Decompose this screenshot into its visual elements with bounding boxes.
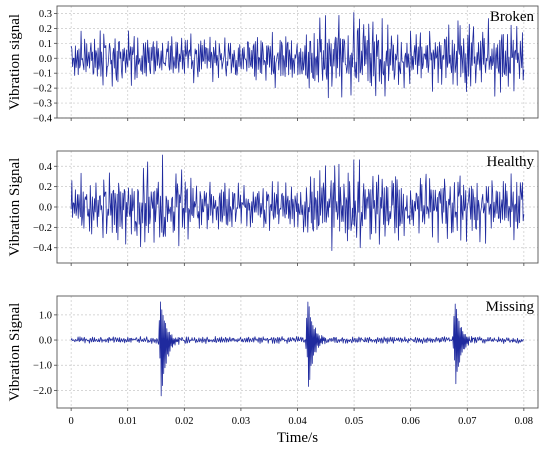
y-tick-label: 0.1 bbox=[39, 39, 52, 50]
y-tick-label: −0.4 bbox=[33, 243, 53, 254]
y-tick-label: 1.0 bbox=[39, 310, 52, 321]
y-axis-label: Vibration Signal bbox=[7, 303, 23, 402]
panel-broken: −0.4 −0.3 −0.2 −0.1 0.0 0.1 0.2 0.3 Vibration si… bbox=[7, 5, 539, 125]
signal-line-broken bbox=[70, 12, 525, 99]
y-tick-label: 0.2 bbox=[39, 24, 52, 35]
y-tick-label: −0.2 bbox=[33, 223, 52, 234]
y-tick-label: −0.1 bbox=[33, 69, 52, 80]
x-tick-label: 0.01 bbox=[119, 416, 137, 427]
y-tick-label: −0.3 bbox=[33, 99, 52, 110]
signal-line-healthy bbox=[70, 154, 525, 251]
y-tick-label: 0.0 bbox=[39, 336, 52, 347]
panel-missing: −2.0 −1.0 0.0 1.0 0 0.01 0.02 0.03 0.04 0.05 0.06 0… bbox=[7, 295, 539, 446]
y-tick-label: 0.0 bbox=[39, 54, 52, 65]
x-tick-label: 0.06 bbox=[401, 416, 419, 427]
y-tick-label: −0.4 bbox=[33, 114, 53, 125]
x-axis-label: Time/s bbox=[277, 430, 318, 446]
y-tick-label: 0.3 bbox=[39, 9, 52, 20]
x-tick-label: 0.08 bbox=[515, 416, 533, 427]
x-tick-label: 0.03 bbox=[232, 416, 250, 427]
x-tick-label: 0.04 bbox=[288, 416, 307, 427]
panel-label: Missing bbox=[486, 299, 535, 315]
x-tick-label: 0 bbox=[69, 416, 74, 427]
y-tick-label: 0.4 bbox=[39, 162, 53, 173]
panel-label: Broken bbox=[490, 9, 535, 25]
x-tick-label: 0.02 bbox=[175, 416, 193, 427]
x-tick-label: 0.07 bbox=[458, 416, 476, 427]
y-tick-label: 0.2 bbox=[39, 182, 52, 193]
y-tick-label: −2.0 bbox=[33, 386, 52, 397]
y-axis-label: Vibration signal bbox=[7, 14, 23, 110]
y-tick-label: 0.0 bbox=[39, 203, 52, 214]
panel-healthy: −0.4 −0.2 0.0 0.2 0.4 Vibration Signal Healthy bbox=[7, 150, 539, 266]
x-tick-label: 0.05 bbox=[345, 416, 363, 427]
panels-group: −0.4 −0.3 −0.2 −0.1 0.0 0.1 0.2 0.3 Vibration si… bbox=[7, 5, 539, 446]
y-tick-label: −0.2 bbox=[33, 84, 52, 95]
y-axis-label: Vibration Signal bbox=[7, 158, 23, 257]
signal-line-missing bbox=[70, 301, 525, 397]
panel-label: Healthy bbox=[487, 154, 535, 170]
y-tick-label: −1.0 bbox=[33, 361, 52, 372]
